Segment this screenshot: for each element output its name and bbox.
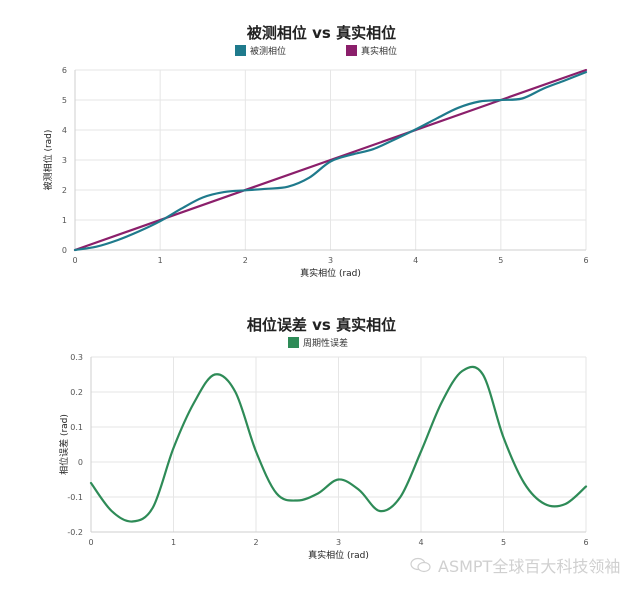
y-axis-label: 被测相位 (rad) <box>42 130 54 191</box>
top-legend-measured: 被测相位 <box>235 44 286 57</box>
x-axis-label: 真实相位 (rad) <box>308 549 369 561</box>
x-tick-label: 2 <box>253 538 258 547</box>
y-tick-label: 5 <box>62 96 67 105</box>
legend-label-error: 周期性误差 <box>303 339 349 349</box>
y-tick-label: 0 <box>78 458 83 467</box>
x-tick-label: 6 <box>583 538 588 547</box>
y-tick-label: 1 <box>62 216 67 225</box>
error-swatch <box>288 337 299 348</box>
y-tick-label: 0.2 <box>70 388 83 397</box>
y-tick-label: -0.2 <box>67 528 83 537</box>
x-tick-label: 1 <box>171 538 176 547</box>
bottom-chart-title: 相位误差 vs 真实相位 <box>246 316 397 334</box>
y-tick-label: 0.1 <box>70 423 83 432</box>
watermark: ASMPT全球百大科技领袖 <box>410 553 620 577</box>
y-tick-label: 6 <box>62 66 67 75</box>
x-tick-label: 3 <box>328 256 333 265</box>
x-tick-label: 3 <box>336 538 341 547</box>
x-tick-label: 0 <box>88 538 93 547</box>
x-tick-label: 2 <box>243 256 248 265</box>
top-legend-true: 真实相位 <box>346 44 397 57</box>
x-tick-label: 0 <box>72 256 77 265</box>
legend-label-true: 真实相位 <box>361 47 398 57</box>
y-tick-label: 3 <box>62 156 67 165</box>
top-plot-area: 0 1 2 3 4 5 6 0 1 2 3 4 5 6 真实相位 (rad) 被测相位 (rad) <box>42 66 589 279</box>
x-tick-label: 5 <box>498 256 503 265</box>
y-axis-label: 相位误差 (rad) <box>58 414 70 475</box>
wechat-icon <box>410 557 431 573</box>
y-tick-label: 2 <box>62 186 67 195</box>
y-tick-label: 4 <box>62 126 67 135</box>
y-tick-label: 0.3 <box>70 353 83 362</box>
measured-swatch <box>235 45 246 56</box>
series-line <box>73 71 588 252</box>
bottom-legend-error: 周期性误差 <box>288 336 348 349</box>
x-axis-label: 真实相位 (rad) <box>300 267 361 279</box>
x-tick-label: 4 <box>418 538 423 547</box>
x-tick-label: 6 <box>583 256 588 265</box>
x-tick-label: 1 <box>158 256 163 265</box>
x-tick-label: 4 <box>413 256 418 265</box>
y-tick-label: -0.1 <box>67 493 83 502</box>
y-tick-label: 0 <box>62 246 67 255</box>
true-swatch <box>346 45 357 56</box>
top-chart-title: 被测相位 vs 真实相位 <box>246 24 397 42</box>
bottom-plot-area: 0 1 2 3 4 5 6 -0.2 -0.1 0 0.1 0.2 0.3 真实相位 (rad) 相位误差 … <box>58 353 589 561</box>
watermark-text: ASMPT全球百大科技领袖 <box>438 557 621 576</box>
legend-label-measured: 被测相位 <box>250 47 287 57</box>
x-tick-label: 5 <box>501 538 506 547</box>
series-line <box>89 365 588 523</box>
